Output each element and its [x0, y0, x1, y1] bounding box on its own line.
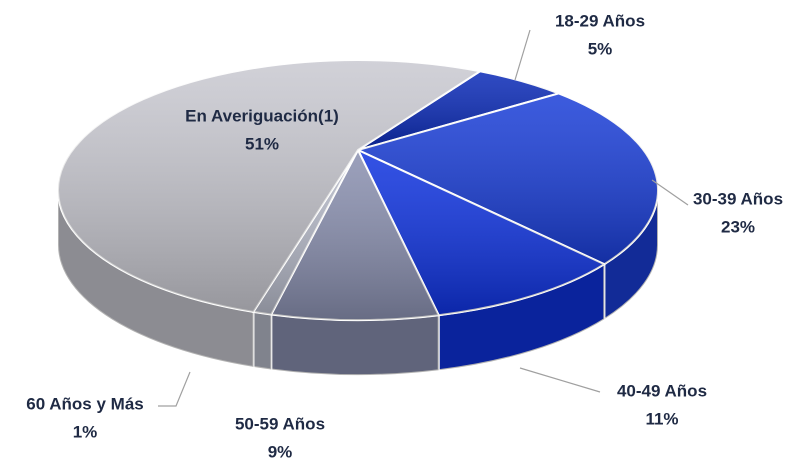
slice-shade: [271, 150, 439, 320]
slice-value-label: 5%: [588, 39, 613, 58]
slice-shade: [58, 60, 481, 312]
pie-sides: [57, 189, 659, 376]
leader-line: [514, 29, 531, 81]
slice-shade: [358, 71, 559, 150]
slice-side-shade: [604, 190, 658, 320]
slice-shade: [358, 93, 658, 265]
slice-side-shade: [253, 311, 272, 370]
slice-value-label: 11%: [645, 409, 678, 428]
labels: 18-29 Años 5% 30-39 Años 23% 40-49 Años 11% 50…: [26, 11, 783, 461]
slice-value-label: 1%: [73, 422, 98, 441]
slice-label: 30-39 Años: [693, 189, 783, 208]
slice-label: 50-59 Años: [235, 414, 325, 433]
slice-side-shade: [58, 190, 254, 367]
leader-line: [158, 371, 191, 407]
slice-side-shade: [438, 264, 605, 371]
slice-label: 18-29 Años: [555, 11, 645, 30]
slice-side-shade: [271, 314, 439, 375]
slice-label: En Averiguación(1): [185, 106, 339, 125]
leaders: [158, 29, 689, 407]
pie-tops: [57, 59, 659, 321]
slice-value-label: 51%: [245, 134, 279, 153]
leader-line: [651, 179, 689, 206]
slice-label: 40-49 Años: [617, 381, 707, 400]
slice-label: 60 Años y Más: [26, 394, 143, 413]
slice-value-label: 23%: [721, 217, 755, 236]
slice-value-label: 9%: [268, 442, 293, 461]
leader-line: [519, 367, 601, 393]
